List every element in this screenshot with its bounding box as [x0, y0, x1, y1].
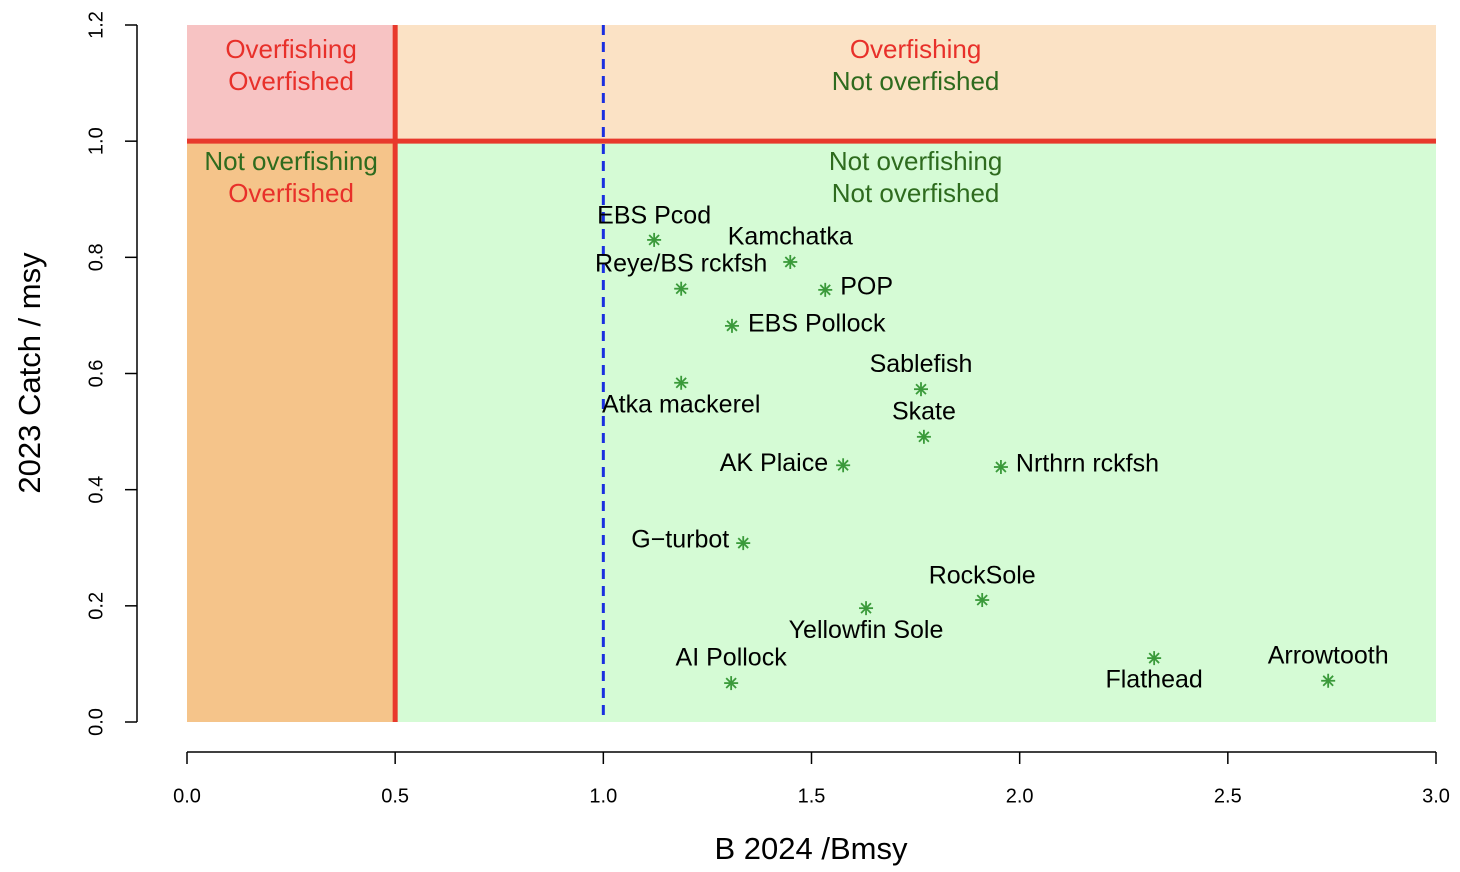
point-stroke — [860, 602, 872, 614]
point-label: Arrowtooth — [1268, 641, 1389, 669]
point-stroke — [976, 594, 988, 606]
point-label: Yellowfin Sole — [789, 616, 944, 644]
point — [818, 282, 833, 297]
point — [859, 601, 874, 616]
point-stroke — [1148, 652, 1160, 664]
point — [1147, 651, 1162, 666]
point — [783, 254, 798, 269]
point-label: Flathead — [1105, 666, 1202, 694]
point — [724, 676, 739, 691]
point — [674, 375, 689, 390]
quadrant-label: Overfished — [228, 66, 354, 96]
point-stroke — [918, 431, 930, 443]
point-label: EBS Pollock — [748, 309, 886, 337]
x-tick-label: 0.0 — [173, 785, 201, 807]
x-tick-label: 2.5 — [1214, 785, 1242, 807]
point — [836, 458, 851, 473]
point-label: RockSole — [929, 562, 1036, 590]
quadrant-label: Not overfished — [832, 66, 1000, 96]
region-not-overfishing-not-overfished — [395, 141, 1437, 722]
x-axis-title: B 2024 /Bmsy — [715, 831, 908, 866]
point-stroke — [648, 234, 660, 246]
point — [724, 318, 739, 333]
point-stroke — [837, 459, 849, 471]
point-stroke — [675, 377, 687, 389]
y-tick-label: 0.2 — [85, 592, 107, 620]
point-label: G−turbot — [631, 526, 729, 554]
point-label: EBS Pcod — [597, 202, 711, 230]
x-tick-label: 2.0 — [1006, 785, 1034, 807]
point-stroke — [784, 256, 796, 268]
point-stroke — [675, 283, 687, 295]
point-label: Atka mackerel — [602, 390, 760, 418]
y-tick-label: 0.8 — [85, 243, 107, 271]
point-stroke — [725, 677, 737, 689]
point — [736, 536, 751, 551]
y-tick-label: 1.0 — [85, 127, 107, 155]
y-tick-label: 1.2 — [85, 11, 107, 39]
point-stroke — [737, 537, 749, 549]
point-stroke — [995, 461, 1007, 473]
point-label: AK Plaice — [720, 449, 828, 477]
point — [1321, 673, 1336, 688]
point — [913, 382, 928, 397]
x-tick-label: 3.0 — [1422, 785, 1450, 807]
point-label: Nrthrn rckfsh — [1016, 450, 1159, 478]
point-label: Kamchatka — [728, 223, 853, 251]
quadrant-label: Overfishing — [225, 34, 357, 64]
x-tick-label: 1.0 — [589, 785, 617, 807]
point-stroke — [1322, 675, 1334, 687]
y-tick-label: 0.4 — [85, 476, 107, 504]
point-label: Sablefish — [870, 350, 973, 378]
y-axis-title: 2023 Catch / msy — [12, 252, 47, 494]
region-overfishing-overfished — [187, 25, 396, 142]
point-stroke — [915, 383, 927, 395]
point-label: POP — [840, 272, 893, 300]
point-stroke — [726, 320, 738, 332]
region-overfishing-not-overfished — [395, 25, 1437, 142]
x-tick-label: 0.5 — [381, 785, 409, 807]
quadrant-label: Not overfished — [832, 178, 1000, 208]
point — [647, 232, 662, 247]
point-label: AI Pollock — [676, 644, 788, 672]
region-not-overfishing-overfished — [187, 141, 396, 722]
quadrant-label: Overfishing — [850, 34, 982, 64]
point — [993, 460, 1008, 475]
point-label: Skate — [892, 397, 956, 425]
quadrant-label: Overfished — [228, 178, 354, 208]
point — [975, 593, 990, 608]
y-tick-label: 0.0 — [85, 708, 107, 736]
point-label: Reye/BS rckfsh — [595, 249, 767, 277]
quadrant-label: Not overfishing — [829, 146, 1002, 176]
point — [916, 429, 931, 444]
x-tick-label: 1.5 — [798, 785, 826, 807]
y-tick-label: 0.6 — [85, 360, 107, 388]
point — [674, 281, 689, 296]
quadrant-label: Not overfishing — [204, 146, 377, 176]
point-stroke — [819, 284, 831, 296]
